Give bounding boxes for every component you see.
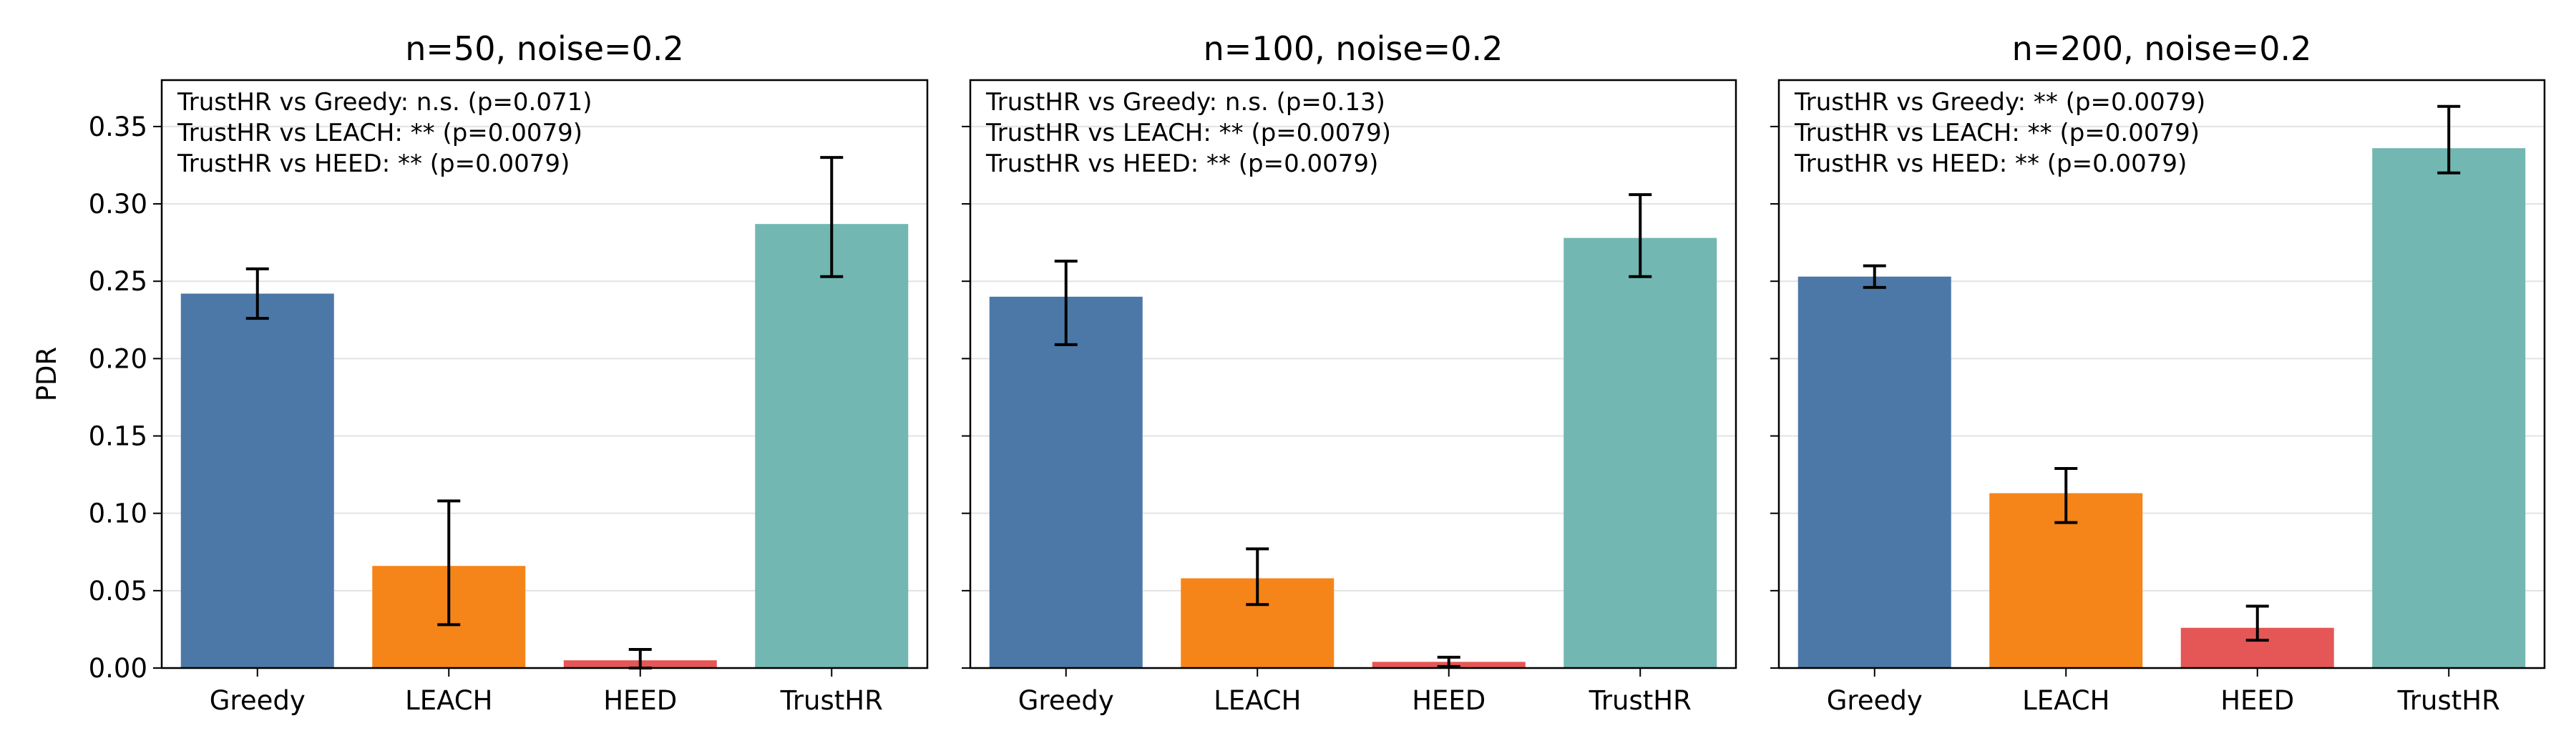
x-tick-label: TrustHR <box>780 685 883 716</box>
significance-annotation: TrustHR vs LEACH: ** (p=0.0079) <box>1794 119 2200 147</box>
x-tick-label: TrustHR <box>1589 685 1692 716</box>
significance-annotation: TrustHR vs Greedy: ** (p=0.0079) <box>1794 88 2205 117</box>
significance-annotation: TrustHR vs HEED: ** (p=0.0079) <box>177 149 570 178</box>
x-tick-label: LEACH <box>1214 685 1301 716</box>
bar-greedy <box>1797 276 1951 668</box>
x-tick-label: HEED <box>1412 685 1485 716</box>
panel-2: Greedy LEACH HEED TrustHR n=100, noise=0.2 Tr… <box>962 29 1737 716</box>
x-tick-label: HEED <box>2220 685 2294 716</box>
x-tick-label: LEACH <box>405 685 492 716</box>
bar-greedy <box>989 296 1143 668</box>
bar-trusthr <box>1563 237 1717 669</box>
y-tick-label: 0.05 <box>89 576 147 607</box>
significance-annotation: TrustHR vs Greedy: n.s. (p=0.13) <box>985 88 1385 117</box>
y-tick-label: 0.20 <box>89 343 147 374</box>
bar-trusthr <box>755 224 909 668</box>
panel-title: n=50, noise=0.2 <box>405 29 684 68</box>
y-axis-label: PDR <box>31 347 62 402</box>
significance-annotation: TrustHR vs HEED: ** (p=0.0079) <box>985 149 1378 178</box>
significance-annotation: TrustHR vs LEACH: ** (p=0.0079) <box>177 119 582 147</box>
significance-annotation: TrustHR vs HEED: ** (p=0.0079) <box>1794 149 2187 178</box>
y-tick-label: 0.00 <box>89 653 147 684</box>
y-tick-label: 0.35 <box>89 112 147 142</box>
plot-frame <box>160 79 929 669</box>
bar-trusthr <box>2372 148 2526 668</box>
x-tick-label: TrustHR <box>2397 685 2500 716</box>
panel-title: n=200, noise=0.2 <box>2012 29 2312 68</box>
panel-3: Greedy LEACH HEED TrustHR n=200, noise=0.2 Tr… <box>1770 29 2546 716</box>
x-tick-label: Greedy <box>1827 685 1923 716</box>
y-tick-label: 0.25 <box>89 266 147 297</box>
x-tick-label: HEED <box>603 685 677 716</box>
y-tick-label: 0.10 <box>89 499 147 529</box>
panel-title: n=100, noise=0.2 <box>1204 29 1503 68</box>
x-tick-label: Greedy <box>210 685 306 716</box>
x-tick-label: LEACH <box>2022 685 2109 716</box>
y-tick-label: 0.30 <box>89 189 147 220</box>
significance-annotation: TrustHR vs Greedy: n.s. (p=0.071) <box>177 88 592 117</box>
plot-frame <box>969 79 1737 669</box>
plot-frame <box>1777 79 2546 669</box>
panel-1: 0.00 0.05 0.10 0.15 0.20 0.25 0.30 0.35 Greedy LE… <box>31 29 929 716</box>
significance-annotation: TrustHR vs LEACH: ** (p=0.0079) <box>985 119 1391 147</box>
y-tick-label: 0.15 <box>89 421 147 452</box>
bar-greedy <box>180 293 334 669</box>
x-tick-label: Greedy <box>1018 685 1114 716</box>
